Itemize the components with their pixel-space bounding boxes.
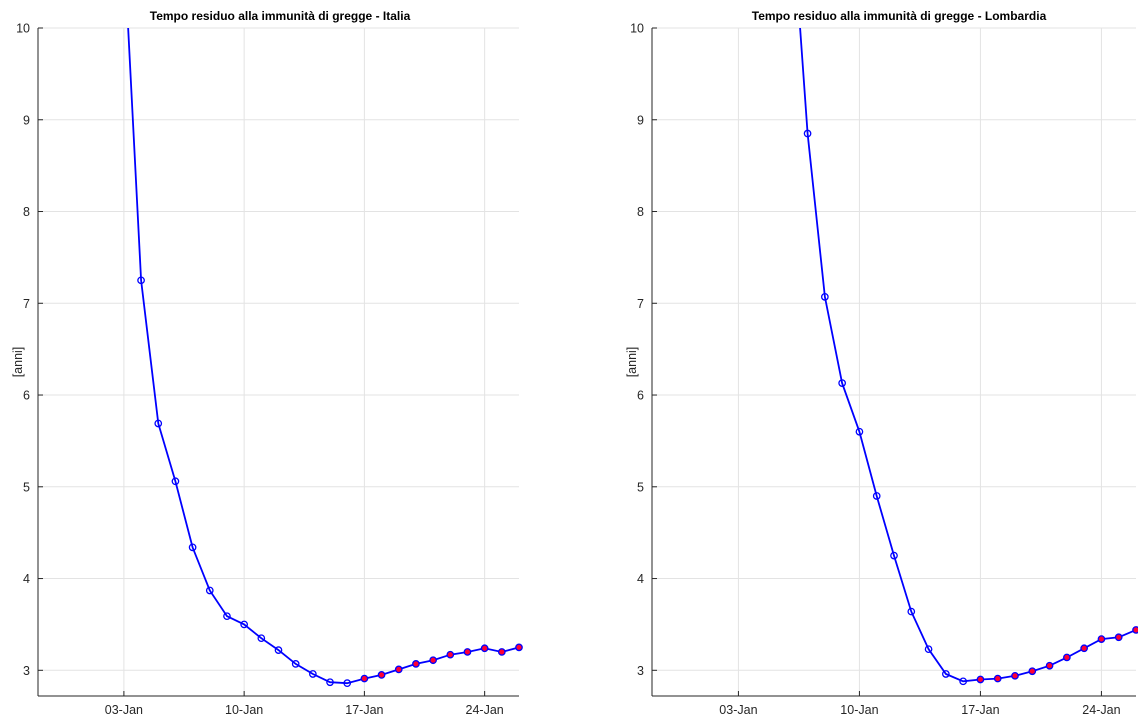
data-point-forecast bbox=[360, 674, 369, 683]
x-tick-labels: 03-Jan 10-Jan 17-Jan 24-Jan bbox=[719, 703, 1120, 717]
data-point bbox=[257, 634, 266, 643]
data-point bbox=[907, 607, 916, 616]
y-tick-label: 8 bbox=[637, 205, 644, 219]
data-point-forecast bbox=[1114, 633, 1123, 642]
x-tick-label: 17-Jan bbox=[961, 703, 999, 717]
data-point bbox=[343, 679, 352, 688]
data-point-forecast bbox=[377, 671, 386, 679]
series-line bbox=[799, 28, 1136, 683]
data-point bbox=[205, 586, 214, 595]
series-polyline bbox=[799, 28, 1136, 683]
data-point-forecast bbox=[446, 650, 455, 659]
y-tick-label: 7 bbox=[23, 297, 30, 311]
data-point bbox=[803, 129, 812, 138]
data-point bbox=[942, 670, 950, 678]
x-tick-label: 24-Jan bbox=[1082, 703, 1120, 717]
data-point-forecast bbox=[515, 643, 523, 652]
x-tick-label: 03-Jan bbox=[105, 703, 143, 717]
y-tick-label: 4 bbox=[637, 572, 644, 586]
data-point-forecast bbox=[429, 656, 437, 665]
chart-title: Tempo residuo alla immunità di gregge - … bbox=[150, 9, 411, 23]
y-tick-label: 4 bbox=[23, 572, 30, 586]
series-polyline bbox=[127, 28, 519, 685]
data-point-forecast bbox=[1132, 626, 1138, 634]
x-tick-label: 17-Jan bbox=[345, 703, 383, 717]
data-point bbox=[274, 646, 283, 654]
series-markers bbox=[137, 276, 523, 688]
axes bbox=[37, 27, 519, 697]
y-tick-label: 10 bbox=[16, 22, 30, 36]
y-tick-label: 3 bbox=[637, 664, 644, 678]
data-point-forecast bbox=[1063, 653, 1071, 662]
y-tick-label: 8 bbox=[23, 205, 30, 219]
axes bbox=[651, 27, 1136, 697]
data-point-forecast bbox=[394, 665, 403, 674]
data-point-forecast bbox=[480, 644, 489, 653]
data-point bbox=[171, 477, 180, 486]
data-point-forecast bbox=[1045, 661, 1054, 670]
data-point bbox=[154, 419, 163, 428]
data-point-forecast bbox=[412, 660, 420, 668]
data-point bbox=[240, 620, 248, 629]
grid-lines bbox=[652, 27, 1136, 696]
chart-title: Tempo residuo alla immunità di gregge - … bbox=[752, 9, 1047, 23]
y-tick-label: 7 bbox=[637, 297, 644, 311]
y-tick-label: 6 bbox=[637, 389, 644, 403]
data-point bbox=[821, 293, 829, 301]
data-point-forecast bbox=[993, 674, 1002, 683]
data-point bbox=[924, 645, 933, 654]
data-point bbox=[872, 492, 881, 500]
y-tick-label: 9 bbox=[637, 113, 644, 127]
grid-lines bbox=[38, 27, 519, 696]
data-point bbox=[309, 670, 317, 678]
y-tick-label: 3 bbox=[23, 664, 30, 678]
chart-panel-italia: 3 4 5 6 7 8 9 10 03-Jan 10-Jan 17-Jan 24-Jan Tempo… bbox=[11, 9, 523, 717]
y-tick-label: 9 bbox=[23, 113, 30, 127]
x-tick-label: 03-Jan bbox=[719, 703, 757, 717]
data-point bbox=[326, 678, 334, 687]
data-point bbox=[959, 677, 967, 686]
y-axis-label: [anni] bbox=[11, 347, 25, 378]
data-point bbox=[890, 551, 898, 560]
y-tick-label: 5 bbox=[23, 480, 30, 494]
series-markers bbox=[803, 129, 1138, 686]
data-point-forecast bbox=[1028, 667, 1037, 676]
data-point bbox=[855, 427, 864, 436]
y-tick-label: 5 bbox=[637, 480, 644, 494]
y-tick-label: 10 bbox=[630, 22, 644, 36]
series-line bbox=[127, 28, 519, 685]
data-point-forecast bbox=[1097, 635, 1106, 643]
data-point-forecast bbox=[1011, 671, 1019, 680]
x-tick-label: 24-Jan bbox=[466, 703, 504, 717]
data-point-forecast bbox=[1080, 644, 1088, 653]
data-point bbox=[137, 276, 145, 285]
y-axis-label: [anni] bbox=[625, 347, 639, 378]
x-tick-label: 10-Jan bbox=[840, 703, 878, 717]
data-point bbox=[291, 660, 300, 668]
y-tick-labels: 3 4 5 6 7 8 9 10 bbox=[16, 22, 30, 678]
data-point bbox=[838, 379, 846, 387]
chart-panel-lombardia: 3 4 5 6 7 8 9 10 03-Jan 10-Jan 17-Jan 24-Jan Tempo… bbox=[625, 9, 1138, 717]
data-point bbox=[188, 543, 197, 552]
x-tick-labels: 03-Jan 10-Jan 17-Jan 24-Jan bbox=[105, 703, 504, 717]
data-point-forecast bbox=[463, 648, 472, 656]
data-point-forecast bbox=[497, 648, 506, 656]
x-tick-label: 10-Jan bbox=[225, 703, 263, 717]
data-point-forecast bbox=[976, 675, 985, 684]
y-tick-label: 6 bbox=[23, 389, 30, 403]
data-point bbox=[223, 612, 231, 621]
y-tick-labels: 3 4 5 6 7 8 9 10 bbox=[630, 22, 644, 678]
